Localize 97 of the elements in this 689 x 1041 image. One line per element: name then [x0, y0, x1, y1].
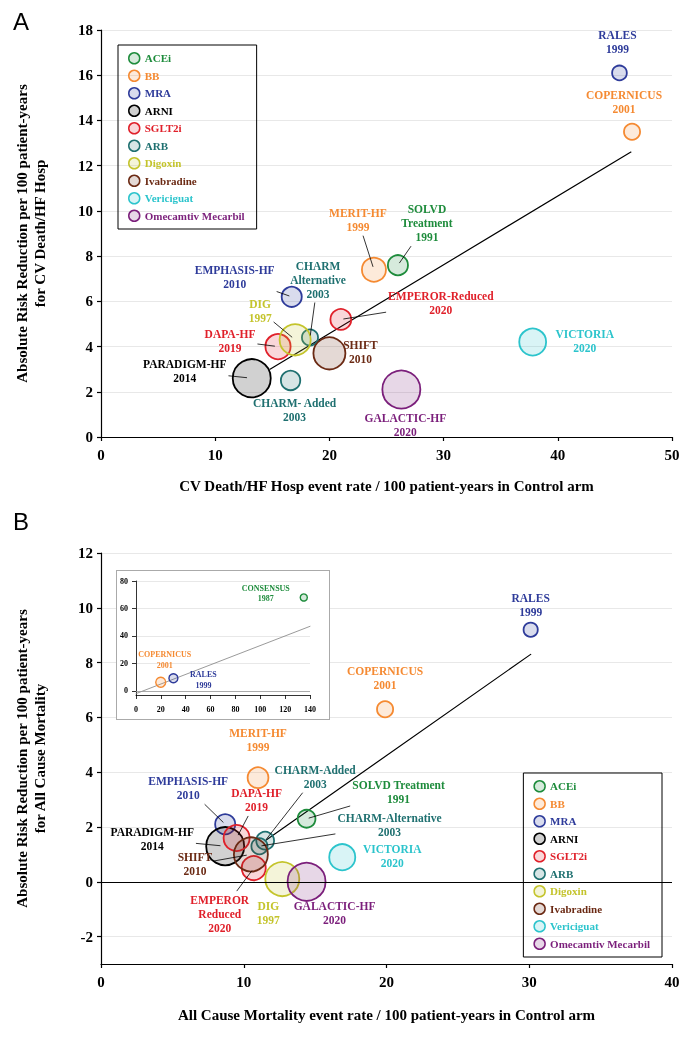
- legend-label: Vericiguat: [550, 920, 599, 933]
- annotation: CHARM-Alternative 2003: [337, 812, 442, 839]
- y-axis-title: Absolute Risk Reduction per 100 patient-years for CV Death/HF Hosp: [14, 84, 48, 383]
- annotation: EMPHASIS-HF 2010: [148, 775, 229, 802]
- x-tick-label: 30: [436, 446, 452, 463]
- x-axis-title: CV Death/HF Hosp event rate / 100 patient-years in Control arm: [179, 478, 595, 494]
- x-tick-label: 120: [279, 704, 292, 714]
- y-tick-label: 8: [85, 248, 93, 265]
- y-tick-label: 14: [78, 112, 94, 129]
- legend-label: ACEi: [144, 52, 172, 65]
- y-tick-label: 80: [120, 576, 128, 586]
- annotation: VICTORIA 2020: [362, 843, 423, 870]
- y-tick-label: 0: [85, 429, 93, 445]
- x-tick-label: 10: [236, 973, 252, 990]
- annotation: EMPEROR-Reduced 2020: [388, 290, 495, 317]
- x-tick-label: 40: [181, 704, 190, 714]
- annotation: PARADIGM-HF 2014: [143, 358, 227, 385]
- legend-label: BB: [144, 69, 161, 82]
- annotation: CONSENSUS 1987: [241, 583, 291, 604]
- x-axis-title: All Cause Mortality event rate / 100 patient-years in Control arm: [177, 1007, 596, 1023]
- legend-label: ARNI: [550, 832, 579, 845]
- y-tick-label: 40: [120, 631, 128, 641]
- annotation: GALACTIC-HF 2020: [293, 899, 376, 926]
- y-tick-label: 10: [78, 599, 93, 616]
- y-tick-label: 6: [85, 293, 94, 310]
- y-axis-title: Absolute Risk Reduction per 100 patient-years for All Cause Mortality: [14, 609, 48, 908]
- chart-title: A: [13, 7, 30, 35]
- x-tick-label: 10: [207, 446, 223, 463]
- y-tick-label: 12: [78, 545, 93, 561]
- x-tick-label: 40: [664, 973, 680, 990]
- annotation: COPERNICUS 2001: [586, 88, 663, 115]
- annotation: CHARM- Added 2003: [252, 397, 337, 424]
- annotation: SOLVD Treatment 1991: [401, 203, 453, 244]
- annotation: CHARM Alternative 2003: [290, 259, 346, 300]
- x-tick-label: 140: [304, 704, 316, 714]
- annotation: MERIT-HF 1999: [229, 726, 287, 753]
- legend-label: ARNI: [144, 104, 173, 117]
- legend-label: Omecamtiv Mecarbil: [144, 209, 245, 222]
- x-tick-label: 20: [321, 446, 337, 463]
- legend-label: ARB: [144, 139, 169, 152]
- x-tick-label: 100: [254, 704, 267, 714]
- legend-label: ACEi: [550, 780, 577, 793]
- annotation: COPERNICUS 2001: [347, 665, 424, 692]
- legend-label: Ivabradine: [144, 174, 197, 187]
- y-tick-label: 16: [78, 67, 94, 84]
- chart-title: B: [13, 507, 30, 535]
- annotation: MERIT-HF 1999: [329, 206, 387, 233]
- annotation: DIG 1997: [256, 900, 281, 927]
- legend-label: MRA: [144, 87, 172, 100]
- legend-label: SGLT2i: [550, 850, 588, 863]
- legend-label: ARB: [550, 867, 575, 880]
- legend-label: Omecamtiv Mecarbil: [550, 937, 651, 950]
- x-tick-label: 50: [664, 446, 680, 463]
- annotation: RALES 1999: [598, 28, 637, 55]
- annotation: SHIFT 2010: [343, 339, 378, 366]
- annotation: RALES 1999: [511, 591, 550, 618]
- x-tick-label: 80: [231, 704, 240, 714]
- y-tick-label: 12: [78, 157, 93, 174]
- annotation: DAPA-HF 2019: [204, 327, 256, 354]
- annotation: RALES 1999: [190, 670, 218, 690]
- y-tick-label: 2: [85, 819, 93, 835]
- annotation: COPERNICUS 2001: [138, 650, 192, 670]
- legend-label: MRA: [550, 815, 577, 828]
- x-tick-label: 20: [156, 704, 165, 714]
- y-tick-label: 0: [124, 686, 128, 696]
- annotation: VICTORIA 2020: [555, 328, 615, 355]
- annotation: PARADIGM-HF 2014: [110, 826, 194, 853]
- y-tick-label: 10: [78, 202, 93, 219]
- y-tick-label: 18: [78, 22, 93, 38]
- x-tick-label: 0: [97, 446, 105, 463]
- y-tick-label: 20: [120, 658, 128, 668]
- x-tick-label: 30: [521, 973, 537, 990]
- y-tick-label: 4: [85, 764, 94, 781]
- annotation: SOLVD Treatment 1991: [352, 778, 445, 805]
- annotation: EMPHASIS-HF 2010: [194, 263, 275, 290]
- y-tick-label: 60: [120, 603, 128, 613]
- legend-label: Digoxin: [144, 157, 182, 170]
- legend-label: Digoxin: [550, 885, 587, 898]
- y-tick-label: 4: [85, 338, 94, 355]
- legend-label: Vericiguat: [144, 192, 194, 205]
- y-tick-label: 6: [85, 709, 94, 726]
- annotation: DAPA-HF 2019: [231, 786, 283, 813]
- x-tick-label: 0: [97, 973, 105, 990]
- annotation: DIG 1997: [248, 297, 272, 324]
- x-tick-label: 20: [379, 973, 394, 990]
- x-tick-label: 60: [206, 704, 215, 714]
- annotation: EMPEROR Reduced 2020: [190, 894, 250, 935]
- x-tick-label: 40: [550, 446, 566, 463]
- y-tick-label: 0: [85, 873, 93, 890]
- y-tick-label: 2: [85, 383, 93, 400]
- legend-label: SGLT2i: [144, 122, 182, 135]
- legend-label: Ivabradine: [550, 902, 603, 915]
- y-tick-label: -2: [80, 928, 93, 945]
- y-tick-label: 8: [85, 654, 93, 671]
- legend-label: BB: [550, 797, 566, 810]
- annotation: GALACTIC-HF 2020: [364, 411, 447, 438]
- x-tick-label: 0: [134, 704, 138, 714]
